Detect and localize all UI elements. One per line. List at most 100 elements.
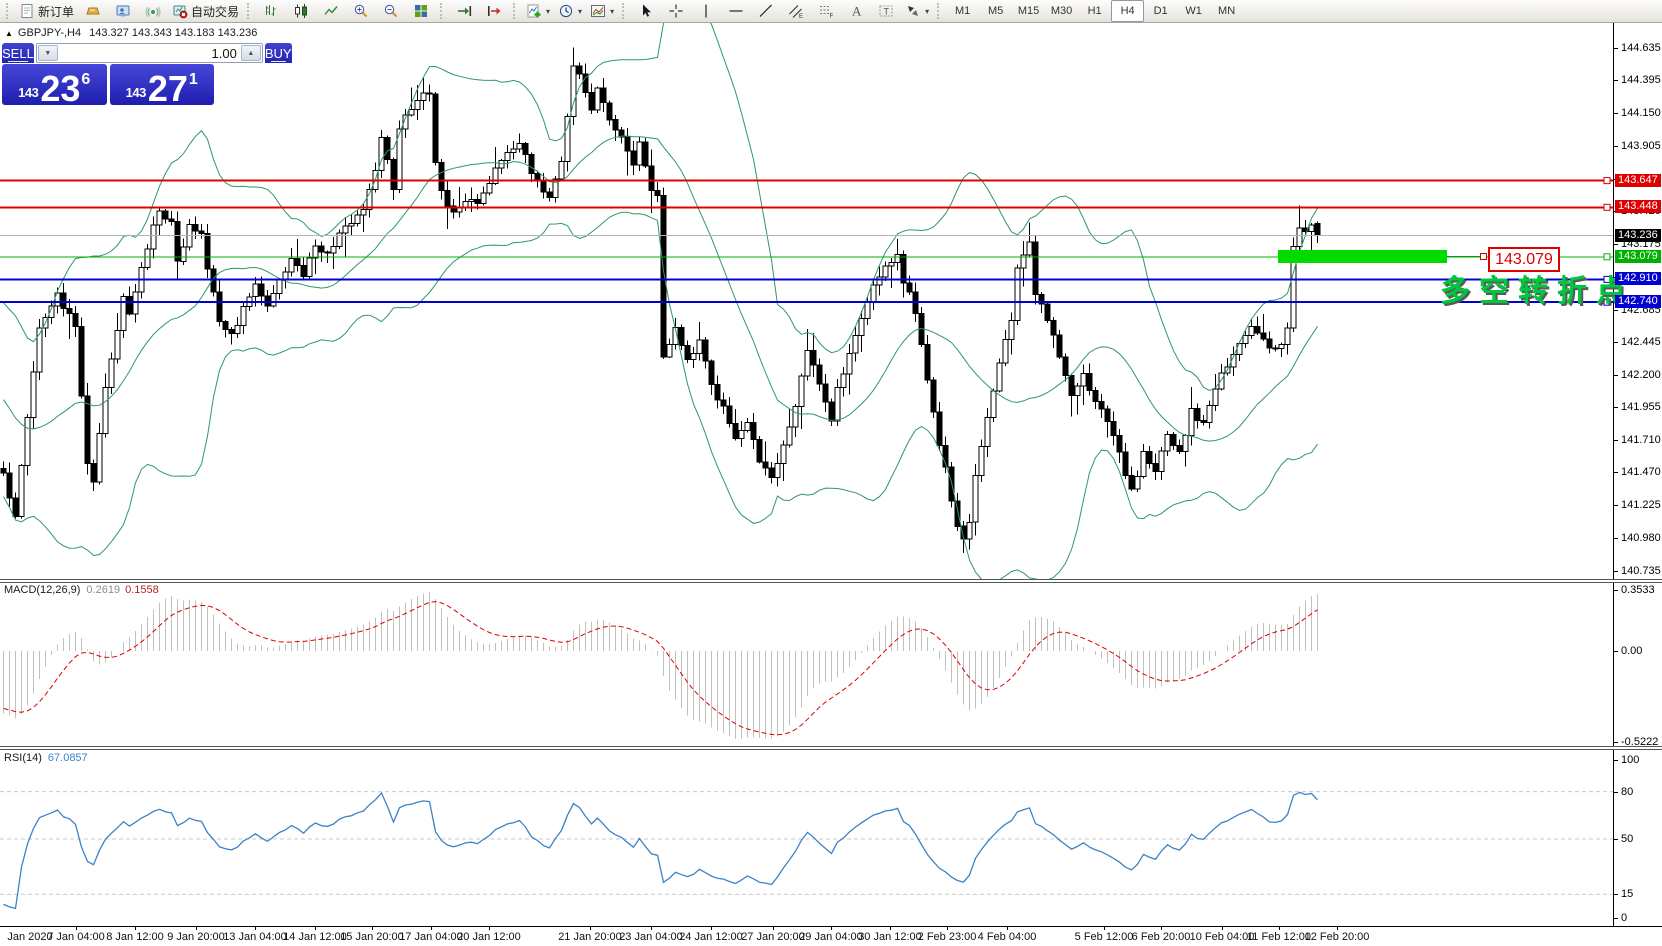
highlight-zone-rectangle[interactable] <box>1278 250 1447 263</box>
indicators-icon <box>526 3 542 19</box>
periods-button[interactable]: ▾ <box>554 0 586 22</box>
callout-connector-line <box>1447 256 1481 257</box>
equidistant-channel-icon: E <box>788 3 804 19</box>
zoom-in-button[interactable] <box>346 0 376 22</box>
bar-chart-icon <box>263 3 279 19</box>
buy-price[interactable]: 143 27 1 <box>109 64 214 106</box>
community-button[interactable] <box>108 0 138 22</box>
timeframe-button-m5[interactable]: M5 <box>987 5 1004 17</box>
rsi-label: RSI(14) 67.0857 <box>4 752 88 764</box>
time-tick-label: 27 Jan 20:00 <box>741 931 805 943</box>
volume-decrease-button[interactable]: ▼ <box>37 45 58 61</box>
volume-control: ▼ ▲ <box>35 43 263 63</box>
timeframe-button-h1[interactable]: H1 <box>1087 5 1102 17</box>
volume-input[interactable] <box>58 44 240 62</box>
turning-point-annotation[interactable]: 多空转折点 <box>1440 275 1635 308</box>
vertical-line-icon <box>698 3 714 19</box>
sell-price-big: 23 <box>40 67 81 109</box>
timeframe-button-m1[interactable]: M1 <box>954 5 971 17</box>
zoom-out-icon <box>383 3 399 19</box>
toolbar-grip[interactable] <box>622 3 627 19</box>
chevron-down-icon[interactable]: ▾ <box>546 6 551 16</box>
zoom-out-button[interactable] <box>376 0 406 22</box>
toolbar-grip[interactable] <box>247 3 252 19</box>
autotrading-label: 自动交易 <box>191 4 240 19</box>
time-tick-label: 7 Jan 04:00 <box>47 931 105 943</box>
line-chart-button[interactable] <box>316 0 346 22</box>
sell-price[interactable]: 143 23 6 <box>2 64 107 109</box>
toolbar-grip[interactable] <box>513 3 518 19</box>
macd-label: MACD(12,26,9) 0.2619 0.1558 <box>4 584 159 596</box>
chevron-down-icon[interactable]: ▾ <box>925 6 930 16</box>
horizontal-line-icon <box>728 3 744 19</box>
macd-chart[interactable] <box>0 583 1662 746</box>
timeframe-button-h4[interactable]: H4 <box>1111 0 1145 22</box>
rsi-value: 67.0857 <box>47 752 88 764</box>
time-tick-label: 17 Jan 04:00 <box>399 931 463 943</box>
time-tick-label: 9 Jan 20:00 <box>167 931 225 943</box>
templates-button[interactable]: ▾ <box>586 0 618 22</box>
timeframe-button-m30[interactable]: M30 <box>1050 5 1073 17</box>
collapse-panel-icon[interactable]: ▲ <box>5 29 13 38</box>
gold-button[interactable] <box>78 0 108 22</box>
arrows-button[interactable]: ▾ <box>901 0 933 22</box>
sell-button[interactable]: SELL <box>2 43 34 63</box>
candlestick-chart[interactable] <box>0 23 1662 579</box>
panel-splitter[interactable] <box>0 746 1662 750</box>
chart-shift-button[interactable] <box>479 0 509 22</box>
bar-chart-button[interactable] <box>256 0 286 22</box>
cursor-button[interactable] <box>631 0 661 22</box>
ohlc-values: 143.327 143.343 143.183 143.236 <box>89 27 258 39</box>
price-axis-line <box>1613 23 1614 926</box>
autotrading-button[interactable]: 自动交易 <box>168 0 243 22</box>
time-tick-label: 15 Jan 20:00 <box>340 931 404 943</box>
time-axis-line <box>0 926 1662 927</box>
fibonacci-icon: F <box>818 3 834 19</box>
toolbar-grip[interactable] <box>6 3 11 19</box>
candlestick-chart-icon <box>293 3 309 19</box>
crosshair-icon <box>668 3 684 19</box>
auto-scroll-button[interactable] <box>449 0 479 22</box>
time-tick-label: 8 Jan 12:00 <box>106 931 164 943</box>
price-callout-label[interactable]: 143.079 <box>1488 247 1560 272</box>
tile-windows-button[interactable] <box>406 0 436 22</box>
timeframe-button-d1[interactable]: D1 <box>1153 5 1168 17</box>
rsi-chart[interactable] <box>0 750 1662 926</box>
chevron-down-icon[interactable]: ▾ <box>610 6 615 16</box>
sell-price-sup: 6 <box>81 71 91 88</box>
chevron-down-icon[interactable]: ▾ <box>578 6 583 16</box>
new-order-button[interactable]: 新订单 <box>15 0 78 22</box>
fibonacci-button[interactable]: F <box>811 0 841 22</box>
toolbar: 新订单 自动交易 ▾ ▾ ▾ E F A T ▾ M1 M5 M1 <box>0 0 1662 23</box>
timeframe-button-m15[interactable]: M15 <box>1017 5 1040 17</box>
time-tick-label: 21 Jan 20:00 <box>558 931 622 943</box>
callout-anchor-square <box>1480 253 1487 260</box>
line-chart-icon <box>323 3 339 19</box>
time-tick-label: 23 Jan 04:00 <box>619 931 683 943</box>
zoom-in-icon <box>353 3 369 19</box>
toolbar-grip[interactable] <box>937 3 942 19</box>
buy-button[interactable]: BUY <box>264 43 292 63</box>
indicators-button[interactable]: ▾ <box>522 0 554 22</box>
trendline-icon <box>758 3 774 19</box>
timeframe-button-w1[interactable]: W1 <box>1185 5 1202 17</box>
panel-splitter[interactable] <box>0 579 1662 583</box>
buy-price-sup: 1 <box>188 71 198 88</box>
vertical-line-button[interactable] <box>691 0 721 22</box>
timeframe-button-mn[interactable]: MN <box>1218 5 1236 17</box>
text-button[interactable]: A <box>841 0 871 22</box>
time-tick-label: 12 Feb 20:00 <box>1304 931 1370 943</box>
text-label-button[interactable]: T <box>871 0 901 22</box>
candlestick-chart-button[interactable] <box>286 0 316 22</box>
signals-button[interactable] <box>138 0 168 22</box>
equidistant-channel-button[interactable]: E <box>781 0 811 22</box>
svg-text:F: F <box>830 14 834 20</box>
crosshair-button[interactable] <box>661 0 691 22</box>
trendline-button[interactable] <box>751 0 781 22</box>
time-tick-label: 6 Feb 20:00 <box>1131 931 1191 943</box>
time-tick-label: 14 Jan 12:00 <box>283 931 347 943</box>
time-tick-label: 5 Feb 12:00 <box>1074 931 1134 943</box>
toolbar-grip[interactable] <box>440 3 445 19</box>
volume-increase-button[interactable]: ▲ <box>240 45 261 61</box>
horizontal-line-button[interactable] <box>721 0 751 22</box>
